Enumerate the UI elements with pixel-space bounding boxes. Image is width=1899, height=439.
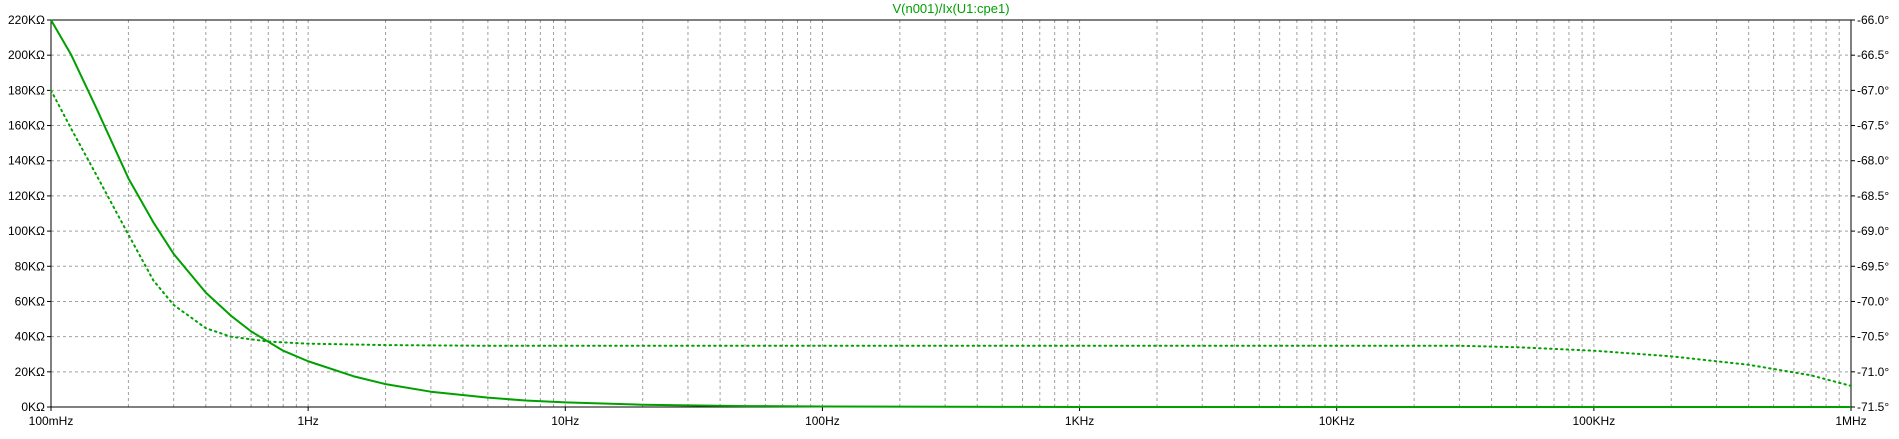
- x-tick-label: 1KHz: [1065, 414, 1094, 428]
- series-layer: [50, 19, 1852, 408]
- x-tick-label: 100mHz: [29, 414, 74, 428]
- left-tick-label: 120KΩ: [8, 189, 45, 203]
- x-tick-label: 100Hz: [805, 414, 840, 428]
- left-tick-label: 60KΩ: [15, 294, 45, 308]
- magnitude-series-line[interactable]: [50, 19, 1851, 408]
- x-axis: 100mHz 1Hz 10Hz 100Hz 1KHz 10KHz 100KHz 1MHz: [29, 407, 1867, 428]
- right-tick-label: -70.0°: [1857, 294, 1889, 308]
- right-axis: -66.0° -66.5° -67.0° -67.5° -68.0° -68.5° -69.…: [1851, 13, 1889, 414]
- left-tick-label: 220KΩ: [8, 13, 45, 27]
- right-tick-label: -69.5°: [1857, 259, 1889, 273]
- right-tick-label: -66.5°: [1857, 48, 1889, 62]
- right-tick-label: -69.0°: [1857, 224, 1889, 238]
- phase-series-line[interactable]: [50, 89, 1852, 387]
- right-tick-label: -68.5°: [1857, 189, 1889, 203]
- x-tick-label: 1MHz: [1835, 414, 1866, 428]
- plot-frame: [50, 19, 1852, 408]
- left-tick-label: 180KΩ: [8, 83, 45, 97]
- left-tick-label: 0KΩ: [21, 400, 45, 414]
- right-tick-label: -70.5°: [1857, 330, 1889, 344]
- x-tick-label: 100KHz: [1573, 414, 1616, 428]
- right-tick-label: -68.0°: [1857, 154, 1889, 168]
- right-tick-label: -67.0°: [1857, 83, 1889, 97]
- x-tick-label: 10KHz: [1319, 414, 1355, 428]
- chart-title[interactable]: V(n001)/Ix(U1:cpe1): [892, 1, 1009, 16]
- grid: [51, 20, 1851, 407]
- right-tick-label: -66.0°: [1857, 13, 1889, 27]
- left-tick-label: 160KΩ: [8, 119, 45, 133]
- left-tick-label: 20KΩ: [15, 365, 45, 379]
- right-tick-label: -71.5°: [1857, 400, 1889, 414]
- left-tick-label: 80KΩ: [15, 259, 45, 273]
- left-tick-label: 40KΩ: [15, 330, 45, 344]
- left-tick-label: 100KΩ: [8, 224, 45, 238]
- left-tick-label: 200KΩ: [8, 48, 45, 62]
- right-tick-label: -67.5°: [1857, 119, 1889, 133]
- left-tick-label: 140KΩ: [8, 154, 45, 168]
- x-tick-label: 10Hz: [551, 414, 579, 428]
- right-tick-label: -71.0°: [1857, 365, 1889, 379]
- x-tick-label: 1Hz: [297, 414, 318, 428]
- left-axis: 0KΩ 20KΩ 40KΩ 60KΩ 80KΩ 100KΩ 120KΩ 140KΩ 160KΩ 1…: [8, 13, 51, 414]
